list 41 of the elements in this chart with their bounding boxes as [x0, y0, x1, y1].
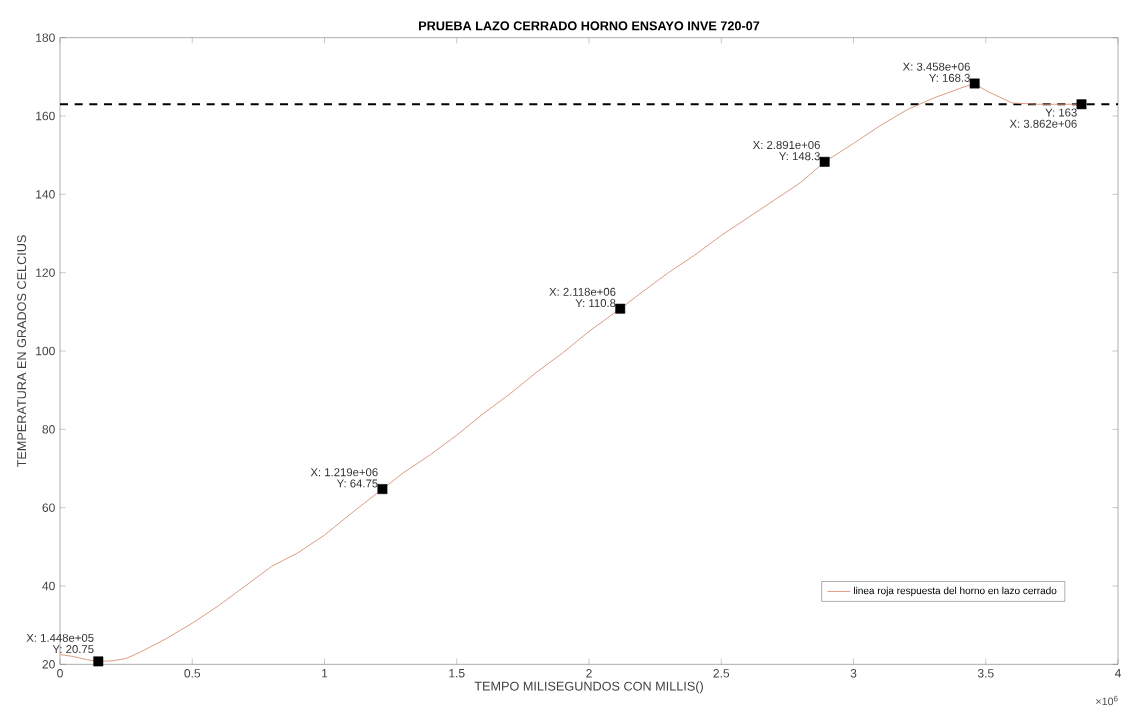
y-tick-label: 100: [36, 346, 55, 356]
annotation: X: 3.458e+06: [902, 62, 970, 71]
annotation: Y: 20.75: [52, 645, 94, 654]
annotation: Y: 168.3: [929, 73, 970, 82]
y-tick-label: 160: [36, 111, 55, 121]
annotation: X: 2.118e+06: [549, 287, 616, 296]
y-tick-label: 40: [42, 581, 55, 591]
chart-title: PRUEBA LAZO CERRADO HORNO ENSAYO INVE 720-07: [419, 21, 760, 31]
annotation: Y: 148.3: [779, 152, 820, 161]
x-axis-title: TEMPO MILISEGUNDOS CON MILLIS(): [474, 681, 703, 694]
y-tick-label: 80: [42, 425, 55, 434]
annotation: X: 1.219e+06: [310, 468, 378, 477]
x-tick-label: 0.5: [184, 669, 201, 678]
annotation: Y: 110.8: [575, 299, 616, 308]
annotation: X: 3.862e+06: [1009, 119, 1077, 128]
legend-label: linea roja respuesta del horno en lazo cerrado: [854, 586, 1057, 597]
x-tick-label: 0: [57, 669, 63, 678]
point: [1076, 99, 1087, 110]
annotation: Y: 163: [1045, 108, 1077, 117]
x-tick-label: 4: [1114, 669, 1121, 678]
y-tick-label: 20: [42, 660, 55, 669]
point: [377, 484, 388, 494]
y-tick-label: 120: [36, 268, 55, 277]
text: ×10$^{6}$: [1096, 695, 1118, 706]
annotation: X: 2.891e+06: [752, 140, 820, 149]
x-tick-label: 1.5: [449, 669, 465, 678]
x-tick-label: 3.5: [977, 669, 994, 678]
point: [615, 303, 626, 314]
annotation: X: 1.448e+05: [26, 633, 94, 642]
annotation: Y: 64.75: [336, 479, 378, 488]
point: [93, 656, 104, 667]
point: [969, 78, 980, 89]
point: [819, 156, 830, 167]
y-tick-label: 140: [36, 190, 55, 199]
x-tick-label: 2.5: [713, 669, 730, 678]
x-tick-label: 2: [586, 669, 592, 678]
y-tick-label: 60: [42, 503, 55, 512]
y-tick-label: 180: [36, 33, 55, 42]
x-tick-label: 1: [322, 669, 328, 678]
y-axis-title: TEMPERATURA EN GRADOS CELCIUS: [17, 235, 27, 468]
x-tick-label: 3: [850, 669, 857, 678]
